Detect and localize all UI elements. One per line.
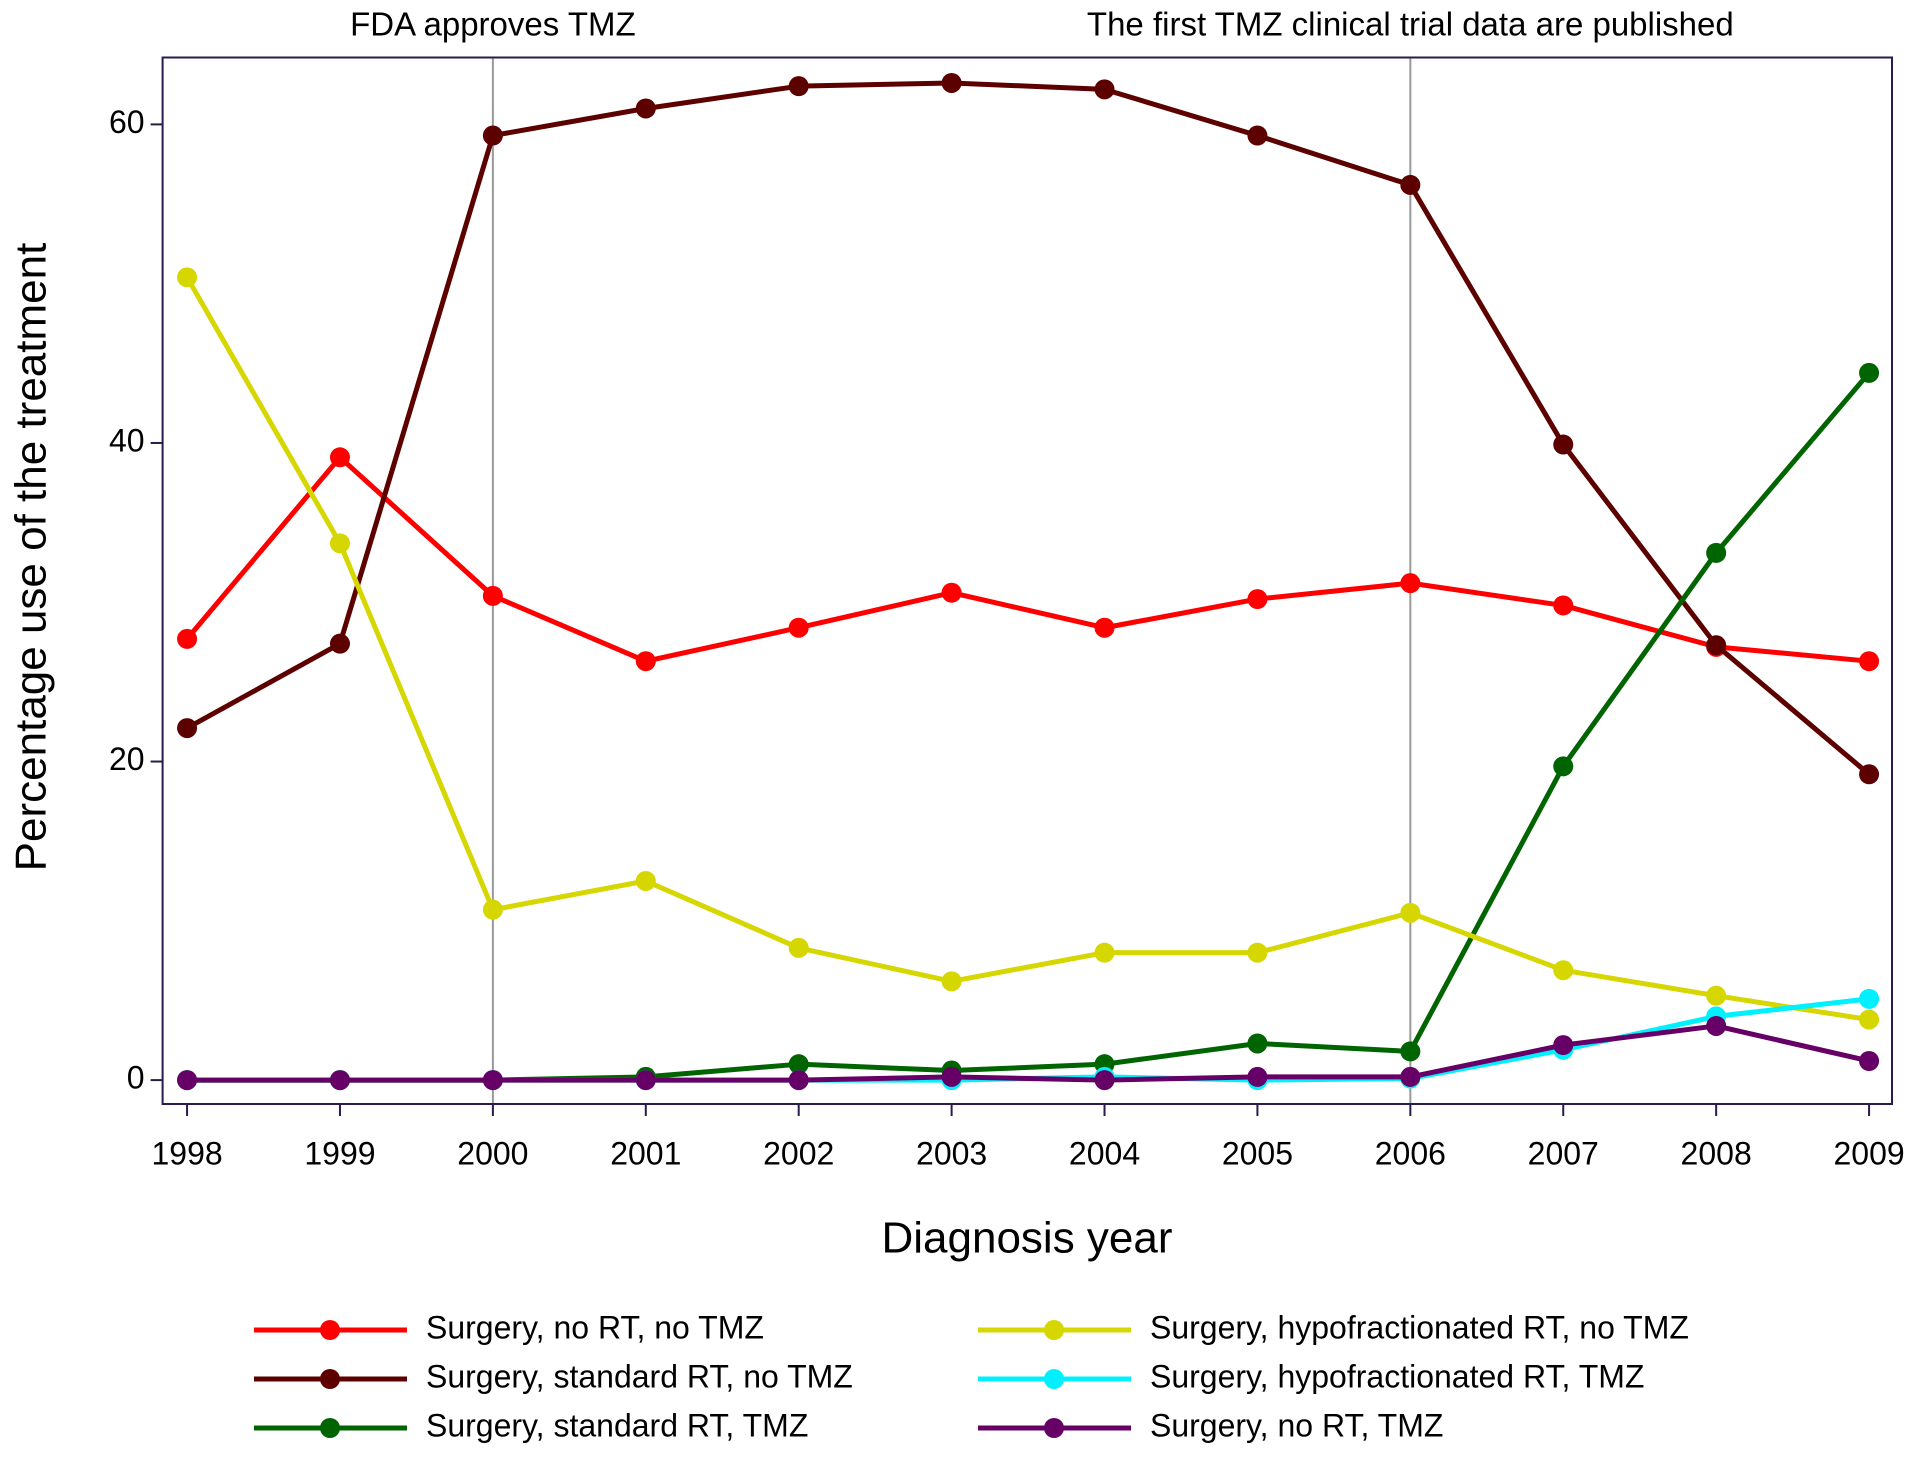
point: [1553, 756, 1574, 777]
point: [1859, 764, 1880, 785]
y-tick-label: 40: [109, 422, 145, 458]
x-tick-label: 2003: [916, 1135, 987, 1171]
point: [1400, 902, 1421, 923]
point: [1706, 635, 1727, 656]
series-line: [185, 454, 1870, 664]
point: [788, 1054, 809, 1075]
x-tick-label: 2002: [763, 1135, 834, 1171]
point: [1400, 174, 1421, 195]
point: [1094, 1070, 1115, 1091]
point: [941, 1066, 962, 1087]
point: [1553, 960, 1574, 981]
point: [635, 871, 656, 892]
point: [1553, 1035, 1574, 1056]
point: [1094, 79, 1115, 100]
point: [1247, 589, 1268, 610]
plot-frame: [161, 56, 1894, 1105]
legend-marker: [320, 1320, 340, 1340]
legend-marker: [1044, 1320, 1064, 1340]
point: [788, 76, 809, 97]
point: [1400, 1066, 1421, 1087]
point: [1094, 942, 1115, 963]
legend-marker: [320, 1418, 340, 1438]
x-axis-title: Diagnosis year: [881, 1214, 1172, 1263]
point: [1859, 1009, 1880, 1030]
point: [1706, 1015, 1727, 1036]
point: [1706, 985, 1727, 1006]
series-line: [184, 276, 1870, 1023]
point: [177, 1070, 198, 1091]
legend-label: Surgery, hypofractionated RT, no TMZ: [1150, 1309, 1689, 1345]
point: [1247, 1033, 1268, 1054]
point: [1553, 595, 1574, 616]
point: [788, 1070, 809, 1091]
y-tick-label: 20: [109, 741, 145, 777]
point: [1400, 573, 1421, 594]
legend-marker: [1044, 1369, 1064, 1389]
point: [1706, 542, 1727, 563]
x-tick-label: 2004: [1069, 1135, 1140, 1171]
point: [482, 1070, 503, 1091]
series-line: [187, 371, 1871, 1083]
point: [635, 1070, 656, 1091]
point: [329, 533, 350, 554]
point: [177, 718, 198, 739]
point: [941, 72, 962, 93]
point: [482, 125, 503, 146]
legend-label: Surgery, standard RT, no TMZ: [426, 1358, 853, 1394]
point: [329, 633, 350, 654]
point: [1859, 1050, 1880, 1071]
x-tick-label: 2006: [1375, 1135, 1446, 1171]
y-tick-label: 60: [109, 104, 145, 140]
point: [177, 628, 198, 649]
point: [1859, 651, 1880, 672]
point: [1247, 942, 1268, 963]
annotation-text: FDA approves TMZ: [350, 6, 635, 43]
point: [482, 899, 503, 920]
x-tick-label: 1999: [304, 1135, 375, 1171]
series-line: [185, 80, 1871, 777]
y-tick-label: 0: [127, 1060, 145, 1096]
point: [1247, 125, 1268, 146]
x-tick-label: 2001: [610, 1135, 681, 1171]
y-axis-title: Percentage use of the treatment: [7, 243, 56, 872]
x-tick-label: 2007: [1528, 1135, 1599, 1171]
legend-marker: [1044, 1418, 1064, 1438]
legend-label: Surgery, no RT, no TMZ: [426, 1309, 764, 1345]
point: [1094, 617, 1115, 638]
point: [1400, 1041, 1421, 1062]
point: [1859, 362, 1880, 383]
legend-label: Surgery, no RT, TMZ: [1150, 1407, 1443, 1443]
point: [329, 447, 350, 468]
legend-marker: [320, 1369, 340, 1389]
point: [788, 937, 809, 958]
x-tick-label: 2008: [1681, 1135, 1752, 1171]
point: [482, 585, 503, 606]
annotation-text: The first TMZ clinical trial data are pu…: [1087, 6, 1734, 43]
point: [1247, 1066, 1268, 1087]
point: [788, 617, 809, 638]
point: [329, 1070, 350, 1091]
point: [177, 267, 198, 288]
point: [941, 582, 962, 603]
series-line: [187, 1023, 1870, 1083]
x-tick-label: 2000: [457, 1135, 528, 1171]
point: [1553, 434, 1574, 455]
x-tick-label: 2005: [1222, 1135, 1293, 1171]
point: [635, 651, 656, 672]
point: [1859, 988, 1880, 1009]
x-tick-label: 1998: [151, 1135, 222, 1171]
legend-label: Surgery, standard RT, TMZ: [426, 1407, 808, 1443]
point: [635, 98, 656, 119]
legend-label: Surgery, hypofractionated RT, TMZ: [1150, 1358, 1644, 1394]
x-tick-label: 2009: [1833, 1135, 1904, 1171]
point: [941, 971, 962, 992]
